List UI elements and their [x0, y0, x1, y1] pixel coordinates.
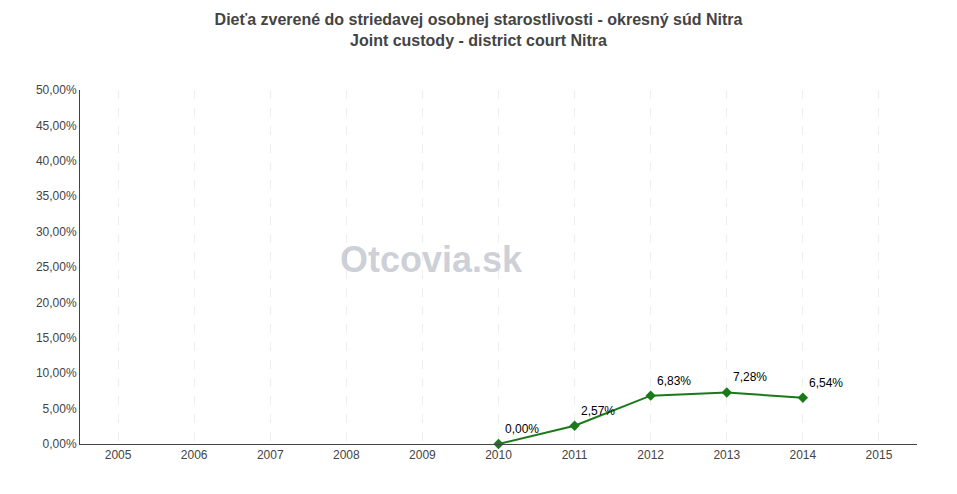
svg-text:2011: 2011: [562, 448, 588, 462]
svg-text:0,00%: 0,00%: [43, 437, 77, 451]
svg-text:2007: 2007: [257, 448, 284, 462]
svg-text:6,83%: 6,83%: [657, 374, 691, 388]
svg-text:35,00%: 35,00%: [36, 189, 77, 203]
svg-text:5,00%: 5,00%: [43, 402, 77, 416]
svg-text:10,00%: 10,00%: [36, 366, 77, 380]
svg-text:2009: 2009: [409, 448, 436, 462]
svg-text:15,00%: 15,00%: [36, 331, 77, 345]
svg-text:6,54%: 6,54%: [809, 376, 843, 390]
svg-text:20,00%: 20,00%: [36, 296, 77, 310]
svg-text:2014: 2014: [790, 448, 817, 462]
svg-text:2,57%: 2,57%: [581, 404, 615, 418]
svg-text:7,28%: 7,28%: [733, 370, 767, 384]
svg-text:2013: 2013: [713, 448, 740, 462]
svg-text:2012: 2012: [637, 448, 664, 462]
svg-text:25,00%: 25,00%: [36, 260, 77, 274]
svg-text:45,00%: 45,00%: [36, 119, 77, 133]
svg-text:2006: 2006: [181, 448, 208, 462]
svg-text:0,00%: 0,00%: [505, 422, 539, 436]
svg-text:40,00%: 40,00%: [36, 154, 77, 168]
svg-text:2010: 2010: [485, 448, 512, 462]
svg-text:Otcovia.sk: Otcovia.sk: [340, 239, 523, 280]
svg-text:2015: 2015: [866, 448, 893, 462]
svg-text:30,00%: 30,00%: [36, 225, 77, 239]
svg-text:2005: 2005: [105, 448, 132, 462]
svg-text:Dieťa zverené do striedavej os: Dieťa zverené do striedavej osobnej star…: [215, 11, 743, 49]
svg-text:50,00%: 50,00%: [36, 83, 77, 97]
svg-text:2008: 2008: [333, 448, 360, 462]
